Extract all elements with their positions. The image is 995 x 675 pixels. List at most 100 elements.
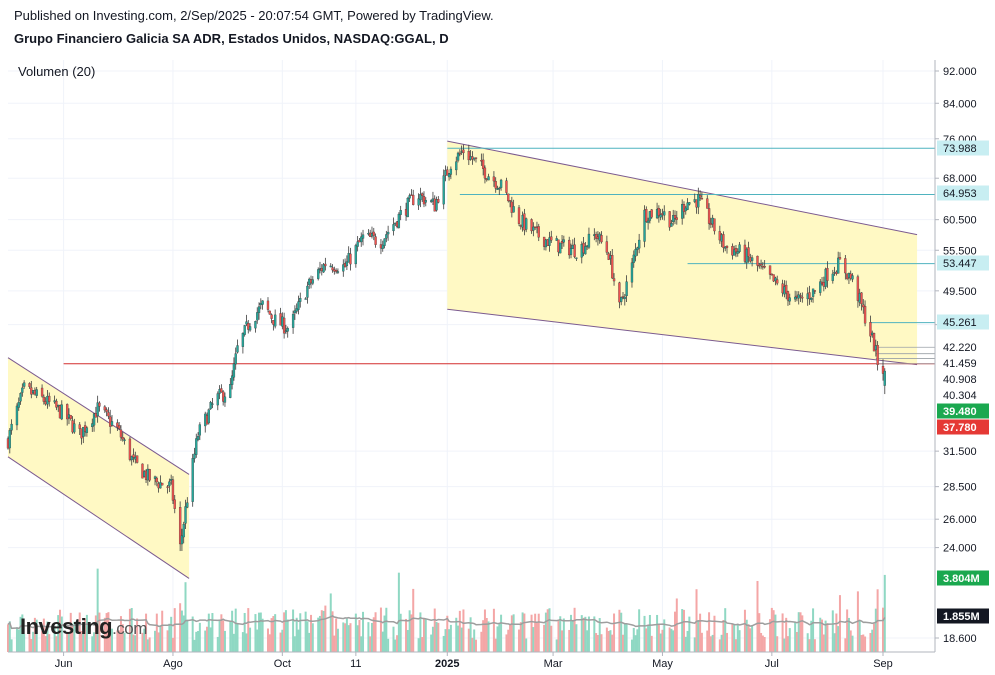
candle[interactable] — [349, 253, 352, 265]
candle[interactable] — [22, 382, 26, 387]
candle[interactable] — [562, 239, 565, 243]
candle[interactable] — [862, 304, 865, 308]
candle[interactable] — [282, 317, 286, 334]
candle[interactable] — [813, 290, 817, 292]
candle[interactable] — [851, 275, 854, 280]
candle[interactable] — [713, 218, 716, 232]
candle[interactable] — [193, 453, 196, 459]
candle[interactable] — [408, 195, 411, 199]
candle[interactable] — [673, 215, 677, 219]
candle[interactable] — [406, 197, 409, 218]
candle[interactable] — [508, 200, 512, 202]
candle[interactable] — [706, 198, 709, 209]
candle[interactable] — [492, 176, 496, 182]
candle[interactable] — [559, 242, 562, 254]
candle[interactable] — [808, 292, 811, 299]
candle[interactable] — [659, 214, 662, 218]
candle[interactable] — [738, 244, 741, 252]
candle[interactable] — [774, 277, 777, 282]
candle[interactable] — [826, 268, 829, 281]
candle[interactable] — [793, 296, 797, 300]
candle[interactable] — [268, 310, 271, 315]
candle[interactable] — [96, 402, 99, 417]
candle[interactable] — [421, 193, 424, 196]
candle[interactable] — [788, 297, 791, 302]
candle[interactable] — [107, 412, 110, 417]
candle[interactable] — [342, 264, 345, 272]
candle[interactable] — [229, 384, 232, 398]
candle[interactable] — [220, 388, 223, 393]
candle[interactable] — [837, 257, 840, 274]
candle[interactable] — [345, 261, 349, 267]
candle[interactable] — [605, 241, 609, 253]
candle[interactable] — [48, 395, 51, 402]
candle[interactable] — [130, 456, 133, 461]
candle[interactable] — [186, 502, 189, 508]
candle[interactable] — [768, 265, 772, 275]
candle[interactable] — [517, 207, 521, 224]
candle[interactable] — [883, 370, 886, 386]
candle[interactable] — [256, 312, 259, 321]
candle[interactable] — [286, 328, 289, 332]
candle[interactable] — [672, 215, 675, 223]
candle[interactable] — [132, 454, 135, 458]
candle[interactable] — [881, 365, 885, 374]
candle[interactable] — [447, 173, 451, 178]
candle[interactable] — [869, 322, 872, 337]
candle[interactable] — [266, 300, 270, 310]
candle[interactable] — [838, 257, 842, 260]
candle[interactable] — [121, 437, 124, 440]
candle[interactable] — [383, 238, 386, 246]
candle[interactable] — [442, 175, 445, 205]
candle[interactable] — [733, 249, 736, 256]
candle[interactable] — [322, 264, 325, 273]
candle[interactable] — [763, 266, 766, 268]
candle[interactable] — [482, 159, 485, 169]
candle[interactable] — [166, 486, 169, 488]
candle[interactable] — [243, 325, 246, 335]
candle[interactable] — [831, 273, 834, 281]
candle[interactable] — [148, 469, 151, 481]
candle[interactable] — [334, 270, 338, 272]
candle[interactable] — [299, 298, 302, 302]
candle[interactable] — [872, 333, 876, 352]
candle[interactable] — [361, 234, 365, 239]
candle[interactable] — [419, 194, 422, 201]
candle[interactable] — [507, 193, 510, 202]
candle[interactable] — [525, 218, 528, 230]
candle[interactable] — [374, 236, 377, 245]
candle[interactable] — [776, 279, 779, 284]
candle[interactable] — [688, 202, 691, 205]
candle[interactable] — [487, 176, 490, 181]
candle[interactable] — [311, 279, 314, 284]
candle[interactable] — [646, 220, 650, 223]
candle[interactable] — [725, 245, 729, 248]
candle[interactable] — [123, 439, 126, 441]
candle[interactable] — [620, 297, 623, 302]
candle[interactable] — [155, 477, 158, 483]
candle[interactable] — [73, 423, 76, 433]
candle[interactable] — [116, 422, 119, 428]
candle[interactable] — [700, 198, 704, 200]
candle[interactable] — [625, 281, 628, 297]
candle[interactable] — [623, 296, 626, 299]
candle[interactable] — [293, 310, 297, 314]
candle[interactable] — [385, 234, 388, 239]
candle[interactable] — [295, 308, 298, 312]
candle[interactable] — [734, 248, 738, 253]
candle[interactable] — [422, 196, 426, 205]
candle[interactable] — [222, 391, 225, 402]
candle[interactable] — [216, 393, 219, 406]
candle[interactable] — [381, 244, 384, 249]
candle[interactable] — [184, 506, 187, 524]
candle[interactable] — [455, 161, 458, 171]
candle[interactable] — [372, 231, 375, 236]
candle[interactable] — [856, 276, 860, 301]
candle[interactable] — [28, 383, 31, 387]
candle[interactable] — [42, 396, 46, 402]
candle[interactable] — [446, 169, 449, 176]
candle[interactable] — [747, 247, 750, 257]
candle[interactable] — [40, 387, 44, 397]
candle[interactable] — [245, 321, 248, 325]
candle[interactable] — [173, 499, 176, 509]
